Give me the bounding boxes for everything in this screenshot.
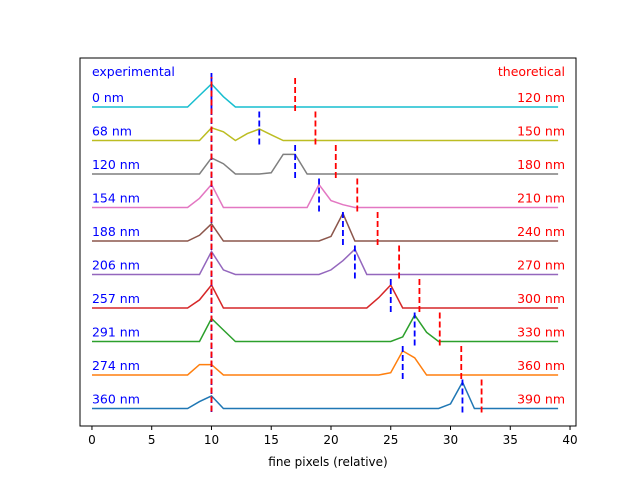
series-line	[92, 126, 559, 142]
theoretical-label: 150 nm	[517, 124, 565, 139]
series-line	[92, 380, 559, 410]
experimental-label: 154 nm	[92, 191, 140, 206]
series-line	[92, 211, 559, 242]
theoretical-label: 240 nm	[517, 224, 565, 239]
theoretical-label: 390 nm	[517, 392, 565, 407]
experimental-label: 188 nm	[92, 224, 140, 239]
x-axis: 0 5 10 15 20 25 30 35 40	[88, 426, 578, 447]
x-tick-label: 0	[88, 433, 96, 447]
x-tick-label: 35	[503, 433, 518, 447]
series-row: 274 nm 360 nm	[92, 346, 565, 379]
series-row: 0 nm 120 nm	[92, 78, 565, 111]
legend-experimental: experimental	[92, 64, 175, 79]
theoretical-label: 120 nm	[517, 90, 565, 105]
theoretical-label: 180 nm	[517, 157, 565, 172]
series-line	[92, 313, 559, 343]
experimental-label: 360 nm	[92, 392, 140, 407]
series-line	[92, 283, 559, 309]
series-line	[92, 82, 559, 108]
experimental-label: 206 nm	[92, 258, 140, 273]
x-tick-label: 10	[204, 433, 219, 447]
series-row: 291 nm 330 nm	[92, 312, 565, 346]
series-row: 68 nm 150 nm	[92, 111, 565, 145]
series-line	[92, 183, 559, 209]
theoretical-label: 270 nm	[517, 258, 565, 273]
experimental-label: 291 nm	[92, 325, 140, 340]
series-line	[92, 153, 559, 175]
series-line	[92, 247, 559, 276]
x-tick-label: 40	[562, 433, 577, 447]
theoretical-label: 300 nm	[517, 291, 565, 306]
theoretical-label: 210 nm	[517, 191, 565, 206]
experimental-label: 120 nm	[92, 157, 140, 172]
series-line	[92, 349, 559, 376]
plot-frame	[79, 57, 577, 427]
theoretical-label: 360 nm	[517, 358, 565, 373]
legend-theoretical: theoretical	[498, 64, 565, 79]
x-tick-label: 30	[443, 433, 458, 447]
experimental-label: 274 nm	[92, 358, 140, 373]
experimental-label: 0 nm	[92, 90, 124, 105]
experimental-label: 257 nm	[92, 291, 140, 306]
theoretical-label: 330 nm	[517, 325, 565, 340]
x-tick-label: 20	[323, 433, 338, 447]
x-tick-label: 5	[148, 433, 156, 447]
series-row: 360 nm 390 nm	[92, 379, 565, 413]
experimental-label: 68 nm	[92, 124, 132, 139]
x-tick-label: 15	[264, 433, 279, 447]
series-row: 206 nm 270 nm	[92, 245, 565, 279]
x-axis-label: fine pixels (relative)	[268, 455, 387, 469]
plot-area: 0 nm 120 nm 68 nm 150 nm 120 nm 180 nm 154 nm 2…	[92, 73, 565, 413]
series-row: 120 nm 180 nm	[92, 145, 565, 178]
series-row: 188 nm 240 nm	[92, 211, 565, 245]
x-tick-label: 25	[383, 433, 398, 447]
series-row: 154 nm 210 nm	[92, 178, 565, 212]
series-row: 257 nm 300 nm	[92, 279, 565, 312]
